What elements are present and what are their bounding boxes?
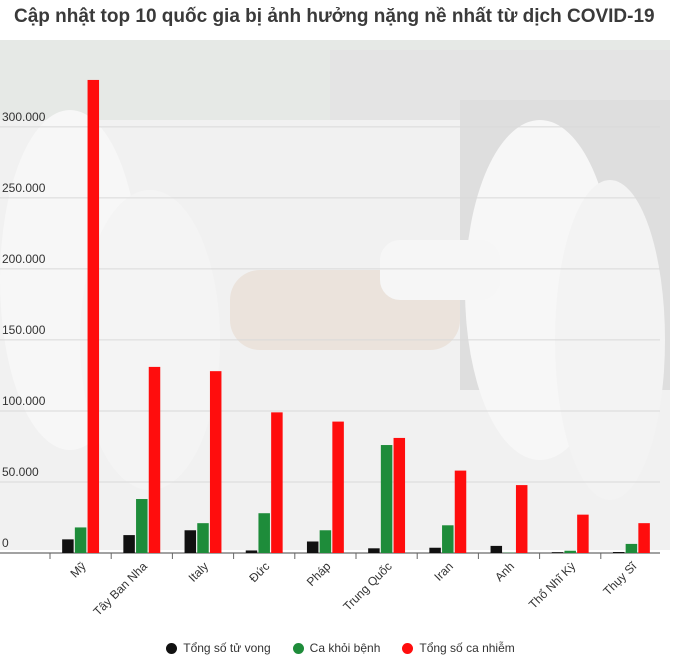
bar-recovered[interactable] [380,445,393,553]
legend-label: Tổng số tử vong [183,641,271,655]
bar-deaths[interactable] [123,535,135,553]
bar-cases[interactable] [454,470,467,553]
bar-recovered[interactable] [197,523,209,553]
bar-cases[interactable] [271,412,283,553]
bar-cases[interactable] [87,79,100,553]
legend-item-recovered[interactable]: Ca khỏi bệnh [292,641,381,655]
x-tick-label: Tây Ban Nha [90,559,150,619]
bar-deaths[interactable] [62,539,74,553]
legend: Tổng số tử vong Ca khỏi bệnh Tổng số ca … [0,641,681,655]
legend-label: Ca khỏi bệnh [309,641,381,655]
legend-swatch-deaths [166,642,178,654]
bar-deaths[interactable] [245,550,258,553]
bar-deaths[interactable] [368,548,380,553]
x-tick-label: Đức [246,559,272,585]
chart-title: Cập nhật top 10 quốc gia bị ảnh hưởng nặ… [14,6,655,27]
y-tick-label: 100.000 [2,394,46,408]
bar-recovered[interactable] [564,550,576,553]
y-tick-labels: 0 50.000 100.000 150.000 200.000 250.000 300.0… [2,110,46,550]
x-tick-label: Mỹ [68,559,89,580]
bar-recovered[interactable] [625,543,638,553]
bar-deaths[interactable] [490,545,503,553]
bar-recovered[interactable] [319,530,332,553]
bar-recovered[interactable] [442,525,454,553]
bar-cases[interactable] [638,523,650,553]
legend-item-deaths[interactable]: Tổng số tử vong [166,641,271,655]
bar-cases[interactable] [332,421,344,553]
bar-deaths[interactable] [429,547,441,553]
bar-cases[interactable] [393,437,406,553]
x-tick-label: Italy [186,559,211,584]
legend-swatch-recovered [292,642,304,654]
chart-plot: 0 50.000 100.000 150.000 200.000 250.000 300.0… [0,79,660,619]
bar-deaths[interactable] [306,541,319,553]
x-tick-label: Iran [431,559,456,584]
x-tick-labels: Mỹ Tây Ban Nha Italy Đức Pháp Trung Quốc Iran A… [49,553,640,619]
bar-recovered[interactable] [74,527,87,553]
y-tick-label: 200.000 [2,252,46,266]
y-tick-label: 300.000 [2,110,46,124]
bars [62,79,650,553]
y-tick-label: 250.000 [2,181,46,195]
legend-item-cases[interactable]: Tổng số ca nhiễm [402,641,515,655]
bar-cases[interactable] [577,514,589,553]
x-tick-label: Thụy Sĩ [600,559,640,599]
x-tick-label: Anh [492,559,517,584]
bar-cases[interactable] [515,485,528,553]
x-tick-label: Thổ Nhĩ Kỳ [526,559,578,611]
background-photo [0,40,670,550]
bar-cases[interactable] [209,371,222,553]
y-tick-label: 150.000 [2,323,46,337]
bar-cases[interactable] [148,366,161,553]
bar-recovered[interactable] [258,513,270,553]
legend-swatch-cases [402,642,414,654]
y-tick-label: 0 [2,536,9,550]
y-tick-label: 50.000 [2,465,39,479]
x-tick-label: Trung Quốc [340,559,394,613]
x-tick-label: Pháp [304,559,334,589]
legend-label: Tổng số ca nhiễm [419,641,515,655]
bar-deaths[interactable] [184,530,197,553]
bar-deaths[interactable] [551,552,564,553]
bar-recovered[interactable] [136,499,148,553]
bar-deaths[interactable] [612,552,625,553]
